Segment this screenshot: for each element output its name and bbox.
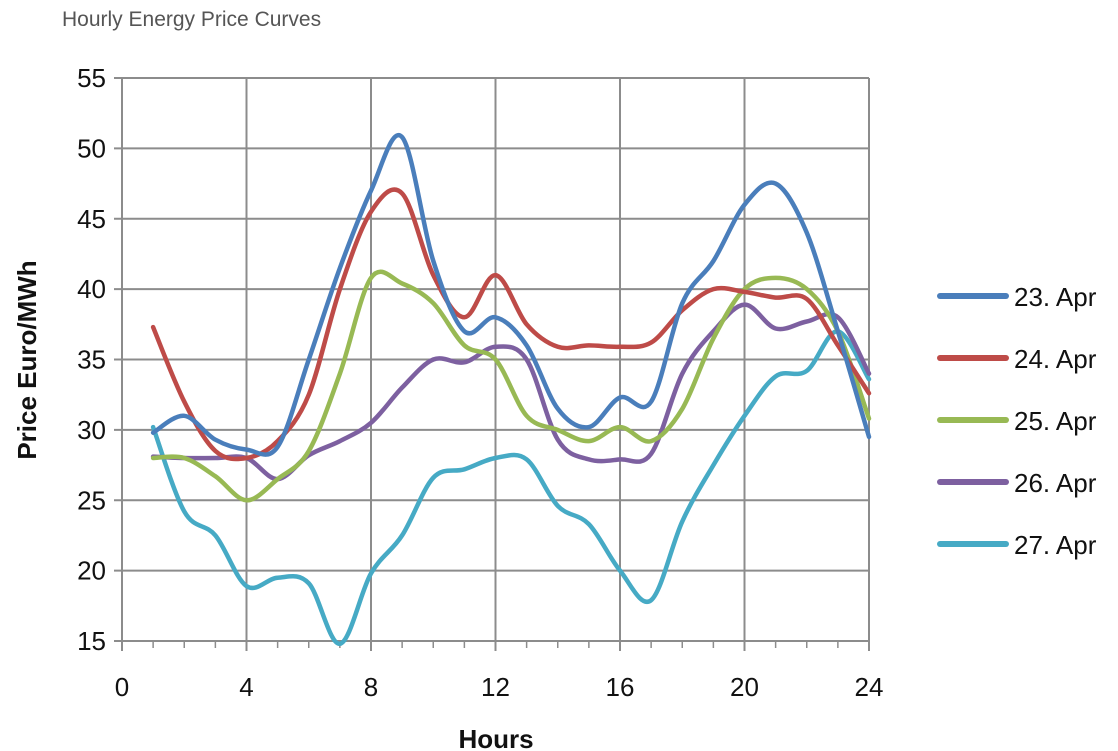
x-tick-label: 4 <box>239 672 253 702</box>
x-tick-label: 0 <box>115 672 129 702</box>
x-tick-label: 12 <box>481 672 510 702</box>
axes: 15 20 25 30 35 40 45 50 55 0 4 8 12 16 20 24 <box>77 63 883 702</box>
y-tick-label: 25 <box>77 485 106 515</box>
series-line-5 <box>150 329 872 647</box>
y-tick-label: 35 <box>77 345 106 375</box>
x-axis-title: Hours <box>458 724 533 751</box>
y-tick-label: 40 <box>77 274 106 304</box>
y-axis-title: Price Euro/MWh <box>12 260 42 459</box>
legend-label: 24. Apr <box>1014 344 1097 374</box>
x-tick-label: 16 <box>606 672 635 702</box>
page-title: Hourly Energy Price Curves <box>62 8 322 31</box>
series-line-1 <box>150 132 872 457</box>
legend-label: 26. Apr <box>1014 468 1097 498</box>
legend-label: 25. Apr <box>1014 406 1097 436</box>
series-lines <box>150 132 872 647</box>
legend: 23. Apr 24. Apr 25. Apr 26. Apr 27. Apr <box>937 282 1097 560</box>
legend-label: 27. Apr <box>1014 530 1097 560</box>
y-tick-label: 15 <box>77 626 106 656</box>
y-tick-label: 55 <box>77 63 106 93</box>
x-tick-label: 8 <box>364 672 378 702</box>
x-tick-label: 24 <box>855 672 884 702</box>
y-tick-label: 30 <box>77 415 106 445</box>
y-tick-label: 20 <box>77 556 106 586</box>
legend-label: 23. Apr <box>1014 282 1097 312</box>
series-line-2 <box>150 187 872 462</box>
x-tick-label: 20 <box>730 672 759 702</box>
y-tick-label: 45 <box>77 204 106 234</box>
series-line-3 <box>150 269 872 503</box>
y-tick-label: 50 <box>77 133 106 163</box>
